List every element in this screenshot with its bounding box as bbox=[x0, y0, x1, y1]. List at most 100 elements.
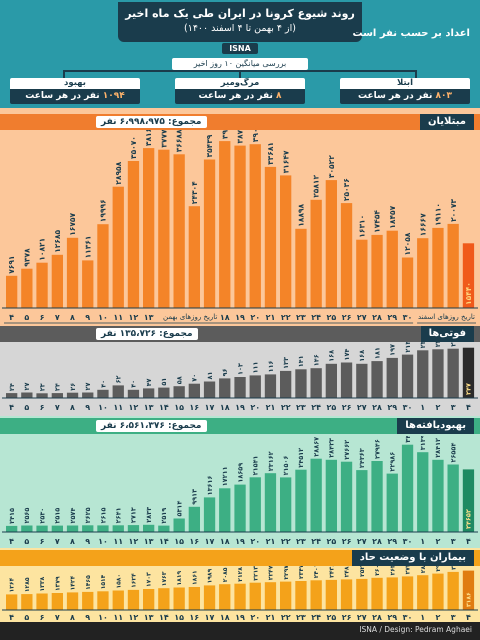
critical-tick-label: ۲ bbox=[435, 613, 440, 622]
deaths-bar bbox=[36, 393, 48, 398]
deaths-bar bbox=[401, 354, 414, 398]
critical-tick-label: ۳ bbox=[451, 613, 456, 622]
recovered-bar bbox=[401, 444, 414, 532]
deaths-tick-label: ۴ bbox=[9, 403, 14, 412]
cases-value-label: ۳۰۵۲۲ bbox=[327, 155, 336, 178]
recovered-value-label: ۲۴۱۵ bbox=[8, 508, 16, 524]
recovered-value-label: ۳۴۳۵۲ bbox=[404, 436, 412, 443]
deaths-tick-label: ۱۲ bbox=[129, 403, 139, 412]
deaths-bar bbox=[325, 363, 337, 398]
cases-total: مجموع: ۶،۹۹۸،۹۷۵ نفر bbox=[96, 116, 207, 128]
category-infection-name: ابتلا bbox=[340, 78, 470, 89]
recovered-value-label: ۱۷۲۱۱ bbox=[221, 466, 229, 486]
critical-tick-label: ۱۴ bbox=[159, 613, 169, 622]
recovered-tick-label: ۱۲ bbox=[129, 537, 139, 546]
critical-bar bbox=[417, 575, 429, 610]
isna-badge: ISNA bbox=[222, 43, 258, 54]
deaths-bar bbox=[295, 369, 307, 398]
critical-bar bbox=[66, 592, 79, 610]
cases-value-label: ۱۶۷۵۷ bbox=[68, 212, 77, 235]
recovered-bar bbox=[82, 525, 94, 532]
recovered-bar bbox=[234, 484, 246, 532]
category-infection-value: ۸۰۳ نفر در هر ساعت bbox=[340, 89, 470, 104]
recovered-tick-label: ۲۴ bbox=[311, 537, 321, 546]
deaths-value-label: ۴۰ bbox=[130, 380, 138, 388]
deaths-bar bbox=[356, 363, 368, 398]
deaths-value-label: ۱۳۳ bbox=[282, 357, 290, 369]
cases-bar bbox=[310, 199, 322, 308]
critical-tick-label: ۲۴ bbox=[311, 613, 321, 622]
critical-bar bbox=[173, 587, 185, 610]
recovered-value-label: ۲۵۷۴ bbox=[69, 508, 77, 524]
cases-value-label: ۱۲۶۸۵ bbox=[53, 229, 62, 252]
cases-tick-label: ۷ bbox=[55, 313, 60, 322]
cases-bar bbox=[462, 243, 475, 308]
recovered-value-label: ۲۵۶۵ bbox=[23, 508, 31, 524]
deaths-bar bbox=[417, 350, 429, 398]
critical-value-label: ۲۲۹۷ bbox=[283, 566, 290, 580]
critical-tick-label: ۱۹ bbox=[235, 613, 245, 622]
connector-center bbox=[239, 70, 241, 78]
recovered-value-label: ۲۵۱۹ bbox=[160, 508, 168, 524]
deaths-tick-label: ۱۱ bbox=[113, 403, 123, 412]
recovered-value-label: ۳۱۳۹۶ bbox=[419, 436, 427, 450]
cases-bar bbox=[249, 144, 261, 308]
critical-bar bbox=[219, 584, 231, 610]
recovered-value-label: ۱۸۶۵۹ bbox=[236, 463, 244, 483]
deaths-bar bbox=[51, 393, 63, 398]
recovered-tick-label: ۳ bbox=[451, 537, 456, 546]
deaths-value-label: ۴۰ bbox=[99, 380, 107, 388]
deaths-bar bbox=[173, 386, 185, 398]
recovered-tick-label: ۲۲ bbox=[281, 537, 291, 546]
cases-bar bbox=[21, 268, 33, 308]
cases-bar bbox=[203, 159, 216, 308]
cases-value-label: ۱۶۳۱۰ bbox=[357, 215, 366, 238]
critical-value-label: ۲۷۲۱ bbox=[405, 566, 412, 574]
recovered-bar bbox=[51, 525, 63, 532]
cases-value-label: ۱۹۱۱۰ bbox=[434, 203, 443, 226]
title-box: روند شیوع کرونا در ایران طی یک ماه اخیر … bbox=[118, 2, 362, 42]
recovered-total: مجموع: ۶،۵۶۱،۳۷۶ نفر bbox=[96, 420, 207, 432]
critical-value-label: ۲۸۱۷ bbox=[420, 566, 427, 573]
cases-value-label: ۲۰۰۷۳ bbox=[449, 199, 458, 222]
recovered-bar bbox=[432, 459, 444, 532]
critical-bar bbox=[82, 591, 94, 610]
critical-value-label: ۲۱۲۸ bbox=[237, 567, 244, 582]
deaths-bar bbox=[143, 388, 155, 398]
cases-value-label: ۱۲۰۵۸ bbox=[403, 232, 412, 255]
critical-bar bbox=[264, 582, 277, 610]
footer: ISNA / Design: Pedram Aghaei bbox=[0, 622, 480, 640]
deaths-tick-label: ۷ bbox=[55, 403, 60, 412]
critical-value-label: ۳۱۸۶ bbox=[466, 592, 473, 607]
cases-tick-label: ۹ bbox=[85, 313, 90, 322]
cases-value-label: ۲۵۰۳۶ bbox=[342, 178, 351, 201]
cases-tick-label: ۲۹ bbox=[387, 313, 397, 322]
deaths-tick-label: ۱۰ bbox=[98, 403, 108, 412]
cases-bar bbox=[386, 230, 398, 308]
deaths-value-label: ۲۳ bbox=[38, 383, 46, 391]
deaths-bar bbox=[127, 389, 140, 398]
critical-tick-label: ۲۷ bbox=[357, 613, 367, 622]
critical-value-label: ۱۹۸۹ bbox=[207, 568, 214, 583]
critical-chart: ۱۲۶۴۴۱۲۸۵۵۱۳۳۸۶۱۳۷۹۷۱۴۲۴۸۱۴۶۵۹۱۵۱۴۱۰۱۵۸۰… bbox=[2, 566, 478, 622]
cases-value-label: ۷۶۹۱ bbox=[7, 255, 16, 273]
cases-bar bbox=[97, 224, 109, 308]
esfand-axis-label: تاریخ روزهای اسفند bbox=[416, 313, 477, 321]
recovered-bar bbox=[143, 524, 155, 532]
recovered-tick-label: ۲ bbox=[435, 537, 440, 546]
deaths-bar bbox=[97, 389, 109, 398]
deaths-value-label: ۲۳۹ bbox=[434, 342, 442, 347]
cases-bar bbox=[219, 141, 231, 308]
recovered-tick-label: ۹ bbox=[85, 537, 90, 546]
recovered-section: بهبودیافته‌ها مجموع: ۶،۵۶۱،۳۷۶ نفر ۲۴۱۵ ۴… bbox=[0, 416, 480, 548]
deaths-value-label: ۶۲ bbox=[114, 375, 122, 383]
cases-title-bar: مبتلایان مجموع: ۶،۹۹۸،۹۷۵ نفر bbox=[0, 114, 480, 130]
deaths-bar bbox=[280, 370, 292, 398]
critical-tick-label: ۴ bbox=[466, 613, 471, 622]
critical-tick-label: ۵ bbox=[24, 613, 29, 622]
deaths-bar bbox=[203, 381, 216, 398]
cases-value-label: ۱۸۴۵۷ bbox=[388, 205, 397, 228]
cases-bar bbox=[340, 203, 353, 308]
critical-tick-label: ۸ bbox=[70, 613, 75, 622]
recovered-tick-label: ۲۰ bbox=[250, 537, 260, 546]
